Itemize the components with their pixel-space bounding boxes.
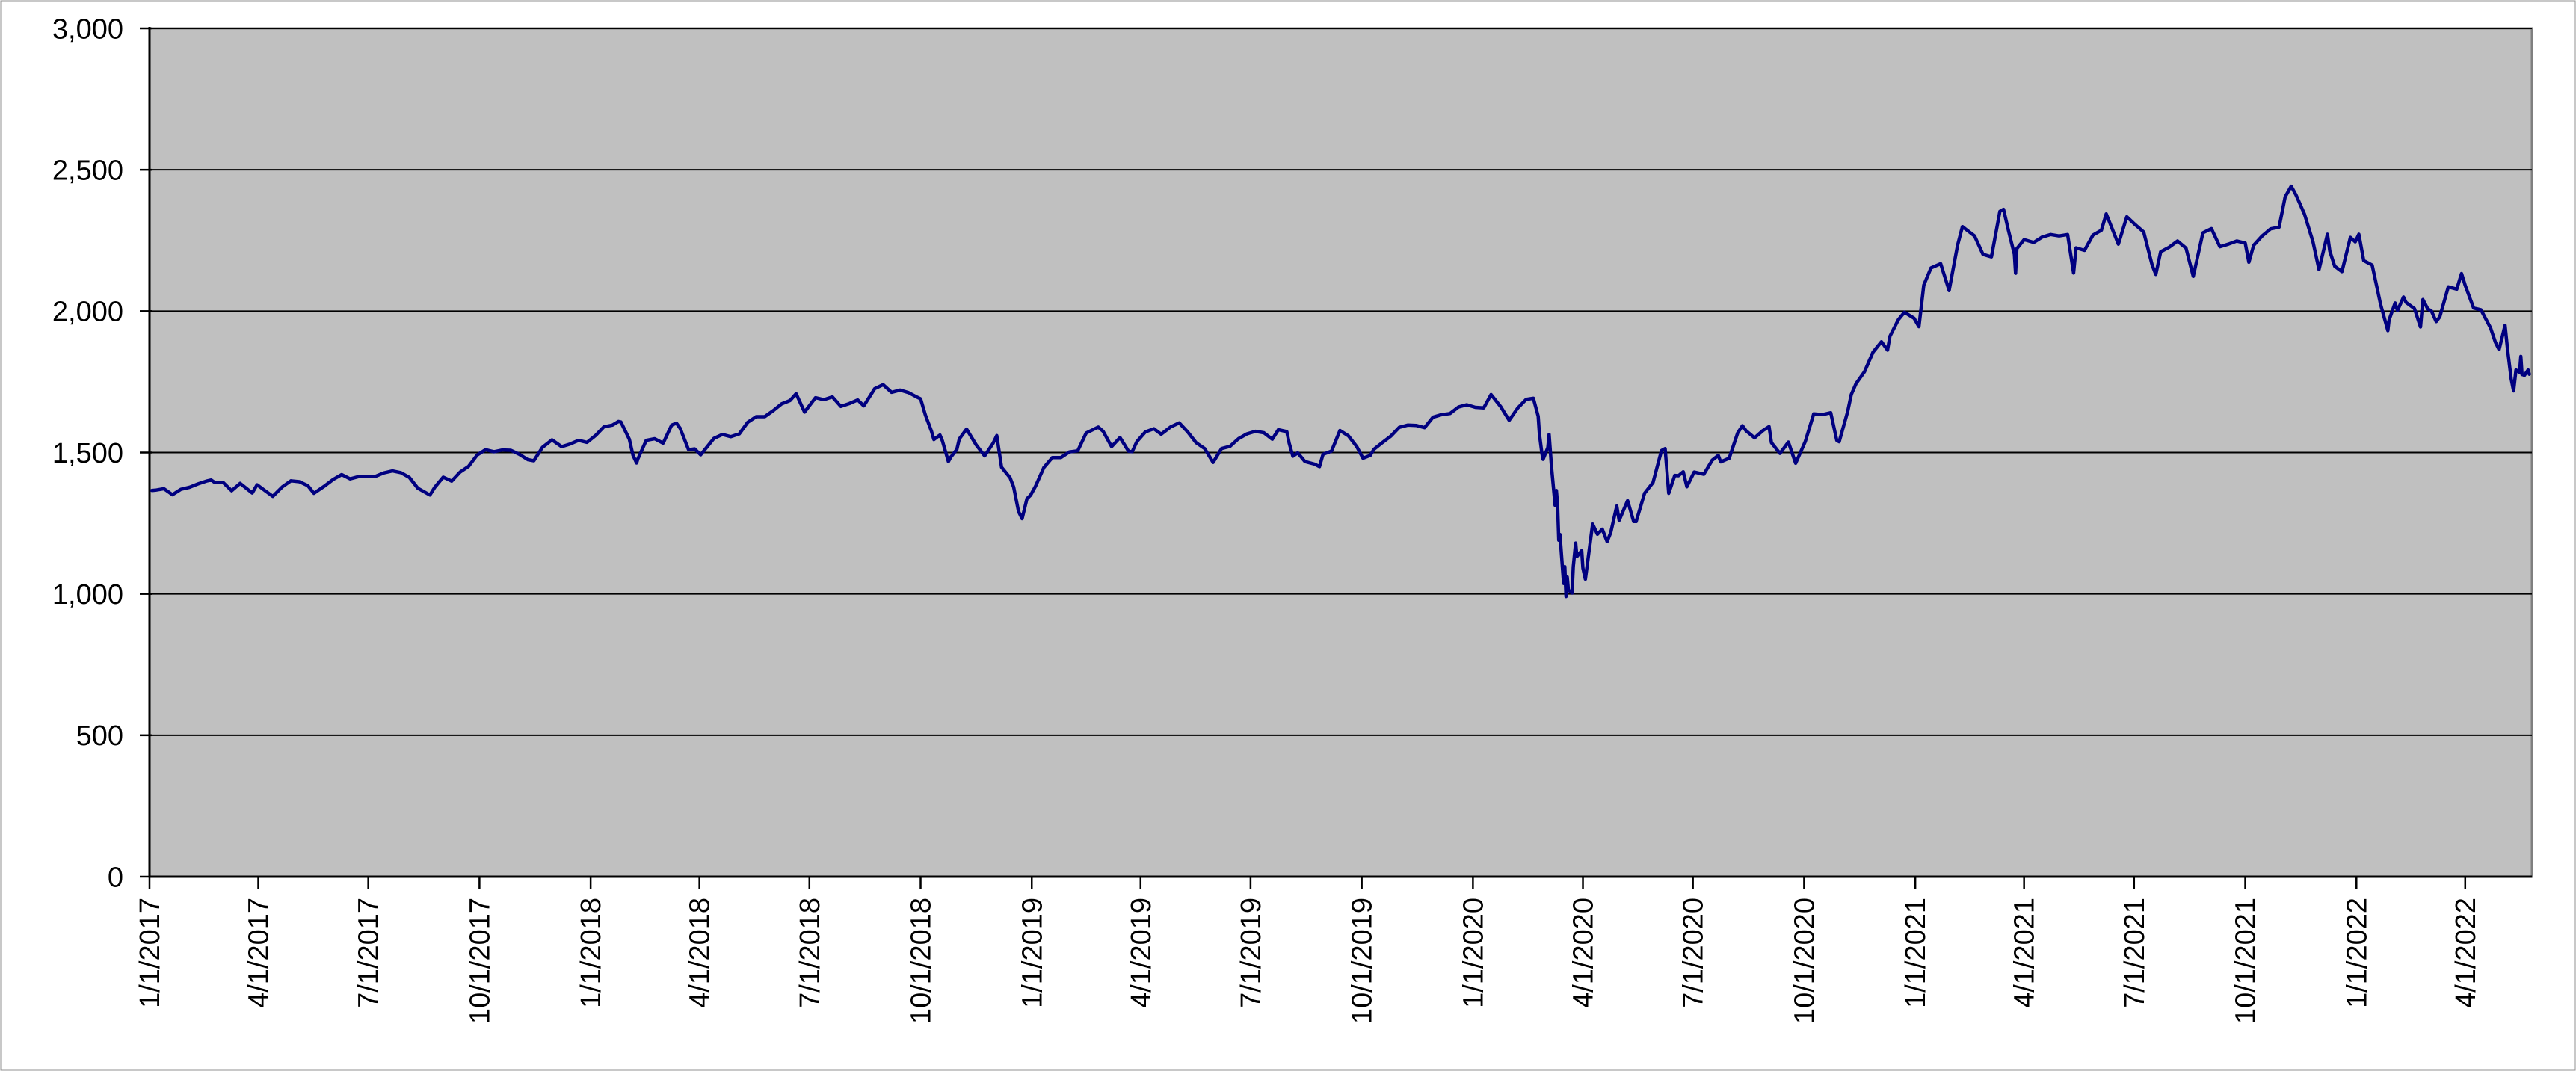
x-tick-label: 7/1/2021 <box>2119 898 2151 1008</box>
y-tick-label: 2,000 <box>52 297 123 328</box>
x-tick-label: 1/1/2018 <box>576 898 607 1008</box>
x-tick-label: 4/1/2022 <box>2450 898 2482 1008</box>
x-tick-label: 4/1/2017 <box>244 898 275 1008</box>
x-tick-label: 7/1/2019 <box>1236 898 1267 1008</box>
x-tick-label: 1/1/2017 <box>135 898 166 1008</box>
x-tick-label: 7/1/2017 <box>354 898 385 1008</box>
x-tick-label: 7/1/2018 <box>795 898 826 1008</box>
x-tick-label: 1/1/2019 <box>1017 898 1048 1008</box>
x-tick-label: 4/1/2019 <box>1126 898 1157 1008</box>
y-tick-label: 1,500 <box>52 438 123 469</box>
x-tick-label: 10/1/2021 <box>2231 898 2262 1024</box>
x-tick-label: 10/1/2019 <box>1347 898 1378 1024</box>
x-tick-label: 10/1/2018 <box>906 898 937 1024</box>
y-tick-label: 500 <box>76 720 123 752</box>
x-tick-label: 1/1/2022 <box>2341 898 2373 1008</box>
y-tick-label: 2,500 <box>52 155 123 186</box>
x-tick-label: 4/1/2020 <box>1568 898 1600 1008</box>
x-tick-label: 10/1/2020 <box>1789 898 1820 1024</box>
x-tick-label: 1/1/2020 <box>1458 898 1489 1008</box>
x-tick-label: 4/1/2018 <box>685 898 716 1008</box>
x-tick-label: 10/1/2017 <box>464 898 496 1024</box>
y-tick-label: 1,000 <box>52 579 123 611</box>
x-tick-label: 1/1/2021 <box>1900 898 1932 1008</box>
price-line <box>150 184 2531 599</box>
x-tick-label: 7/1/2020 <box>1678 898 1710 1008</box>
y-tick-label: 0 <box>108 862 123 893</box>
x-tick-label: 4/1/2021 <box>2009 898 2041 1008</box>
y-tick-label: 3,000 <box>52 13 123 45</box>
